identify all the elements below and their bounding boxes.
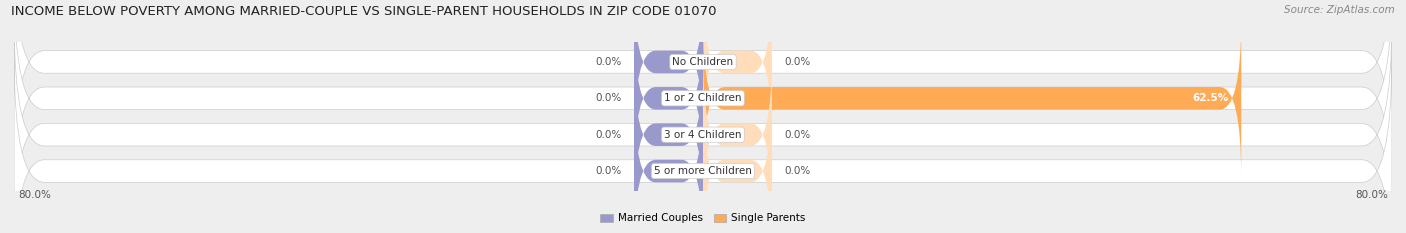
Text: 0.0%: 0.0% (785, 166, 811, 176)
Text: No Children: No Children (672, 57, 734, 67)
FancyBboxPatch shape (703, 91, 772, 233)
Text: 0.0%: 0.0% (595, 166, 621, 176)
Text: INCOME BELOW POVERTY AMONG MARRIED-COUPLE VS SINGLE-PARENT HOUSEHOLDS IN ZIP COD: INCOME BELOW POVERTY AMONG MARRIED-COUPL… (11, 5, 717, 18)
Text: 0.0%: 0.0% (595, 130, 621, 140)
Text: Source: ZipAtlas.com: Source: ZipAtlas.com (1284, 5, 1395, 15)
Text: 3 or 4 Children: 3 or 4 Children (664, 130, 742, 140)
FancyBboxPatch shape (14, 55, 1392, 233)
FancyBboxPatch shape (634, 91, 703, 233)
Legend: Married Couples, Single Parents: Married Couples, Single Parents (596, 209, 810, 228)
Text: 80.0%: 80.0% (18, 190, 51, 200)
Text: 1 or 2 Children: 1 or 2 Children (664, 93, 742, 103)
FancyBboxPatch shape (634, 55, 703, 214)
Text: 0.0%: 0.0% (595, 57, 621, 67)
Text: 0.0%: 0.0% (785, 130, 811, 140)
Text: 80.0%: 80.0% (1355, 190, 1388, 200)
FancyBboxPatch shape (634, 19, 703, 178)
FancyBboxPatch shape (14, 0, 1392, 214)
Text: 62.5%: 62.5% (1192, 93, 1229, 103)
FancyBboxPatch shape (703, 55, 772, 214)
FancyBboxPatch shape (703, 19, 1241, 178)
FancyBboxPatch shape (634, 0, 703, 142)
FancyBboxPatch shape (14, 0, 1392, 178)
FancyBboxPatch shape (14, 19, 1392, 233)
Text: 0.0%: 0.0% (595, 93, 621, 103)
FancyBboxPatch shape (703, 0, 772, 142)
Text: 0.0%: 0.0% (785, 57, 811, 67)
Text: 5 or more Children: 5 or more Children (654, 166, 752, 176)
